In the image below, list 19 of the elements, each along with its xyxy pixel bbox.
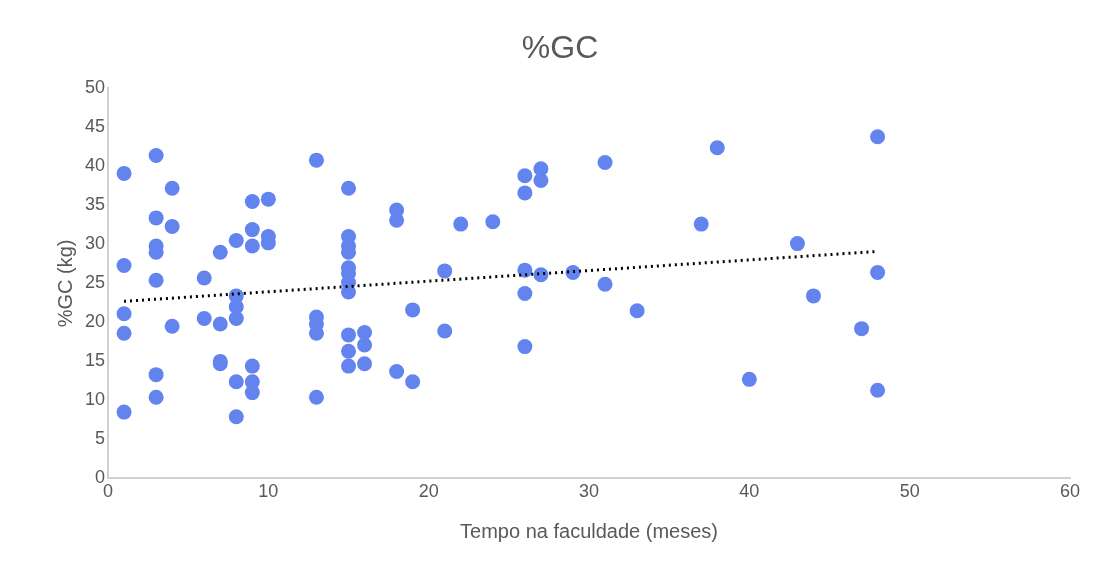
y-tick-label: 35 (84, 194, 106, 215)
x-tick-label: 50 (899, 481, 920, 502)
y-tick-label: 5 (95, 428, 106, 449)
x-tick-label: 40 (739, 481, 760, 502)
y-tick-label: 45 (84, 116, 106, 137)
chart-title: %GC (521, 29, 599, 66)
x-tick-label: 30 (579, 481, 600, 502)
y-tick-label: 20 (84, 311, 106, 332)
y-tick-label: 40 (84, 155, 106, 176)
x-tick-label: 60 (1059, 481, 1081, 502)
y-axis-title: %GC (kg) (53, 239, 76, 328)
y-tick-label: 25 (84, 272, 106, 293)
x-tick-label: 10 (258, 481, 279, 502)
y-tick-label: 30 (84, 233, 106, 254)
x-axis-title: Tempo na faculdade (meses) (460, 519, 718, 542)
y-tick-label: 15 (84, 350, 106, 371)
y-tick-label: 10 (84, 389, 106, 410)
x-tick-label: 20 (418, 481, 439, 502)
y-tick-label: 50 (84, 77, 106, 98)
